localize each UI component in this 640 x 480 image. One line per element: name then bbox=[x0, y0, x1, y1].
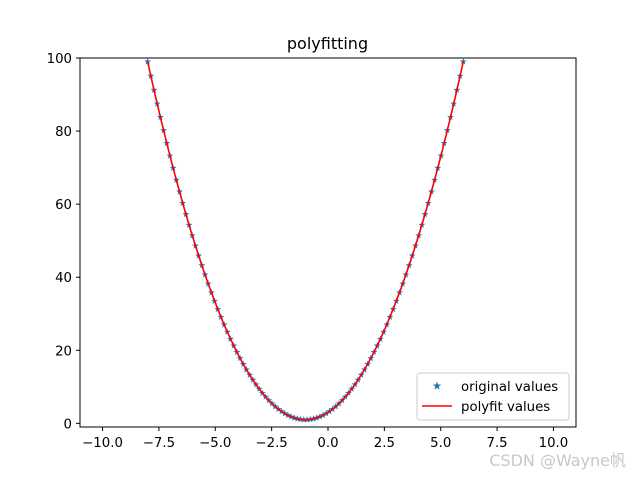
y-tick-label: 60 bbox=[55, 198, 72, 213]
data-point-star bbox=[459, 58, 467, 65]
x-tick-label: −7.5 bbox=[143, 436, 175, 451]
x-tick-label: −10.0 bbox=[82, 436, 123, 451]
plot-area bbox=[144, 58, 467, 423]
series-original-values bbox=[144, 58, 467, 423]
y-tick-label: 20 bbox=[55, 344, 72, 359]
y-tick-label: 0 bbox=[64, 417, 72, 432]
x-tick-label: 0.0 bbox=[317, 436, 338, 451]
y-tick-label: 80 bbox=[55, 125, 72, 140]
x-tick-label: −2.5 bbox=[255, 436, 287, 451]
x-axis: −10.0 −7.5 −5.0 −2.5 0.0 2.5 5.0 7.5 10.0 bbox=[82, 427, 568, 451]
x-tick-label: 7.5 bbox=[487, 436, 508, 451]
legend-star-icon bbox=[432, 381, 442, 390]
chart-title: polyfitting bbox=[287, 34, 368, 53]
legend-label-polyfit: polyfit values bbox=[461, 400, 550, 415]
legend-star-marker bbox=[432, 381, 442, 390]
legend-label-original: original values bbox=[461, 380, 558, 395]
plot-frame bbox=[79, 57, 577, 428]
legend: original values polyfit values bbox=[416, 372, 570, 421]
x-tick-label: 10.0 bbox=[539, 436, 569, 451]
legend-box bbox=[416, 372, 570, 421]
watermark: CSDN @Wayne帆 bbox=[489, 451, 626, 470]
y-tick-label: 100 bbox=[47, 52, 72, 67]
x-tick-label: −5.0 bbox=[199, 436, 231, 451]
y-axis: 0 20 40 60 80 100 bbox=[47, 52, 80, 432]
x-tick-label: 5.0 bbox=[430, 436, 451, 451]
data-point-star bbox=[144, 58, 152, 65]
y-tick-label: 40 bbox=[55, 271, 72, 286]
x-tick-label: 2.5 bbox=[374, 436, 395, 451]
series-polyfit-line bbox=[146, 61, 465, 421]
